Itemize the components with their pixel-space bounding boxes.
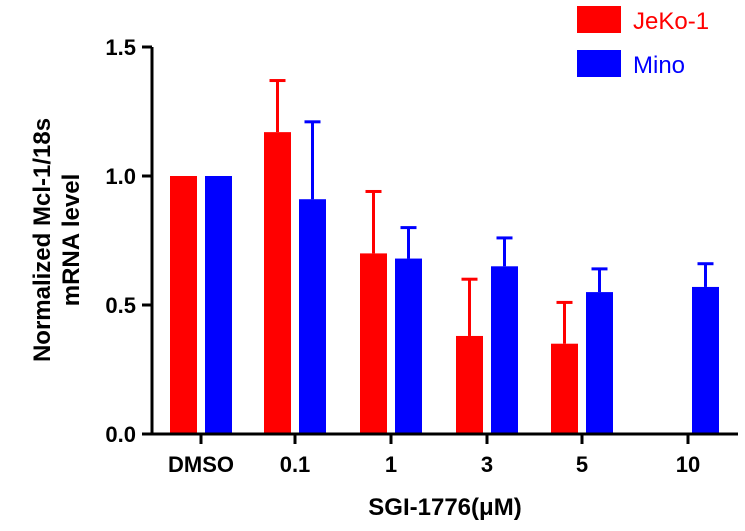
y-tick-label: 0.0 bbox=[105, 422, 136, 447]
y-axis-title-line2: mRNA level bbox=[58, 174, 85, 307]
error-bars-layer bbox=[269, 79, 714, 344]
y-axis-title-line1: Normalized Mcl-1/18s bbox=[29, 118, 56, 362]
bar-jeko1-1 bbox=[264, 132, 291, 434]
x-tick-label: 10 bbox=[676, 452, 700, 477]
bar-jeko1-0 bbox=[170, 176, 197, 434]
bar-mino-1 bbox=[299, 199, 326, 434]
legend-label-jeko1: JeKo-1 bbox=[633, 8, 709, 35]
bar-jeko1-4 bbox=[551, 343, 578, 434]
bar-jeko1-3 bbox=[456, 335, 483, 434]
bar-mino-5 bbox=[692, 286, 719, 434]
x-tick-label: DMSO bbox=[168, 452, 234, 477]
x-axis-title: SGI-1776(μM) bbox=[368, 494, 521, 521]
y-tick-label: 1.5 bbox=[105, 35, 136, 60]
bar-mino-4 bbox=[586, 292, 613, 434]
legend-swatch-jeko1 bbox=[577, 6, 621, 33]
bar-mino-3 bbox=[491, 266, 518, 434]
legend: JeKo-1 Mino bbox=[577, 6, 709, 79]
legend-swatch-mino bbox=[577, 50, 621, 77]
y-tick-label: 0.5 bbox=[105, 293, 136, 318]
y-ticks-layer: 0.0 0.5 1.0 1.5 bbox=[105, 35, 152, 447]
legend-label-mino: Mino bbox=[633, 52, 685, 79]
x-tick-label: 3 bbox=[481, 452, 493, 477]
x-tick-label: 1 bbox=[385, 452, 397, 477]
y-tick-label: 1.0 bbox=[105, 164, 136, 189]
bars-layer bbox=[170, 132, 719, 434]
bar-jeko1-2 bbox=[360, 253, 387, 434]
x-tick-label: 0.1 bbox=[280, 452, 311, 477]
x-ticks-layer: DMSO 0.1 1 3 5 10 bbox=[168, 434, 700, 477]
bar-mino-0 bbox=[205, 176, 232, 434]
axes-layer bbox=[150, 47, 738, 436]
x-tick-label: 5 bbox=[576, 452, 588, 477]
bar-mino-2 bbox=[395, 258, 422, 434]
